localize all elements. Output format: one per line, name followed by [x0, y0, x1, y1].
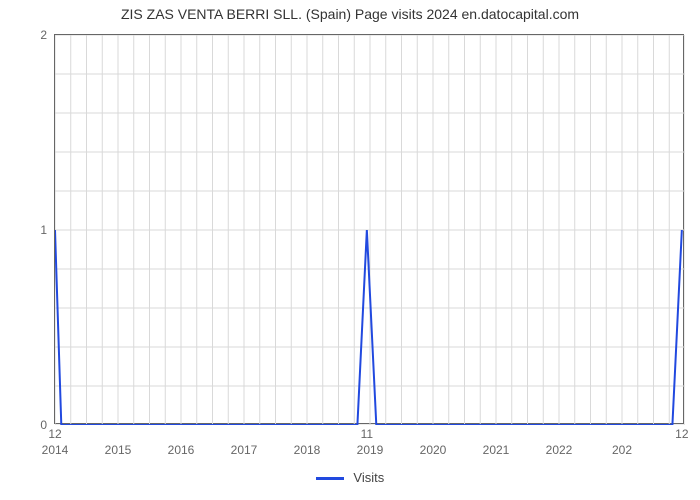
value-label: 12: [48, 427, 61, 441]
y-tick-label: 1: [40, 223, 55, 237]
plot-svg: [55, 35, 685, 425]
x-tick-label: 2020: [420, 443, 447, 457]
x-tick-label: 2016: [168, 443, 195, 457]
x-tick-label: 2014: [42, 443, 69, 457]
x-tick-label: 202: [612, 443, 632, 457]
chart-title: ZIS ZAS VENTA BERRI SLL. (Spain) Page vi…: [0, 6, 700, 22]
legend-label: Visits: [353, 470, 384, 485]
legend-swatch: [316, 477, 344, 480]
x-tick-label: 2018: [294, 443, 321, 457]
x-tick-label: 2017: [231, 443, 258, 457]
chart-container: ZIS ZAS VENTA BERRI SLL. (Spain) Page vi…: [0, 0, 700, 500]
x-tick-label: 2019: [357, 443, 384, 457]
x-tick-label: 2021: [483, 443, 510, 457]
legend: Visits: [0, 470, 700, 485]
x-tick-label: 2022: [546, 443, 573, 457]
plot-area: 0121211122014201520162017201820192020202…: [54, 34, 684, 424]
y-tick-label: 2: [40, 28, 55, 42]
value-label: 12: [675, 427, 688, 441]
x-tick-label: 2015: [105, 443, 132, 457]
value-label: 11: [361, 427, 373, 441]
